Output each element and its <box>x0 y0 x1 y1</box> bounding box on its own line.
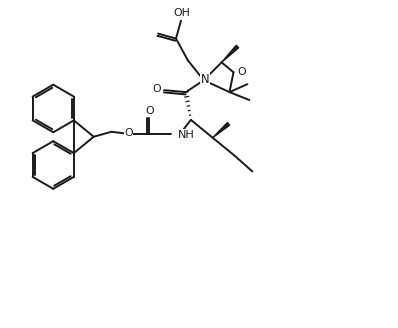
Text: O: O <box>145 106 154 116</box>
Text: O: O <box>237 67 246 77</box>
Polygon shape <box>213 123 230 138</box>
Text: N: N <box>201 73 209 86</box>
Text: OH: OH <box>174 8 190 18</box>
Polygon shape <box>222 45 239 62</box>
Text: NH: NH <box>178 130 195 140</box>
Text: O: O <box>153 84 162 94</box>
Text: O: O <box>124 128 133 138</box>
